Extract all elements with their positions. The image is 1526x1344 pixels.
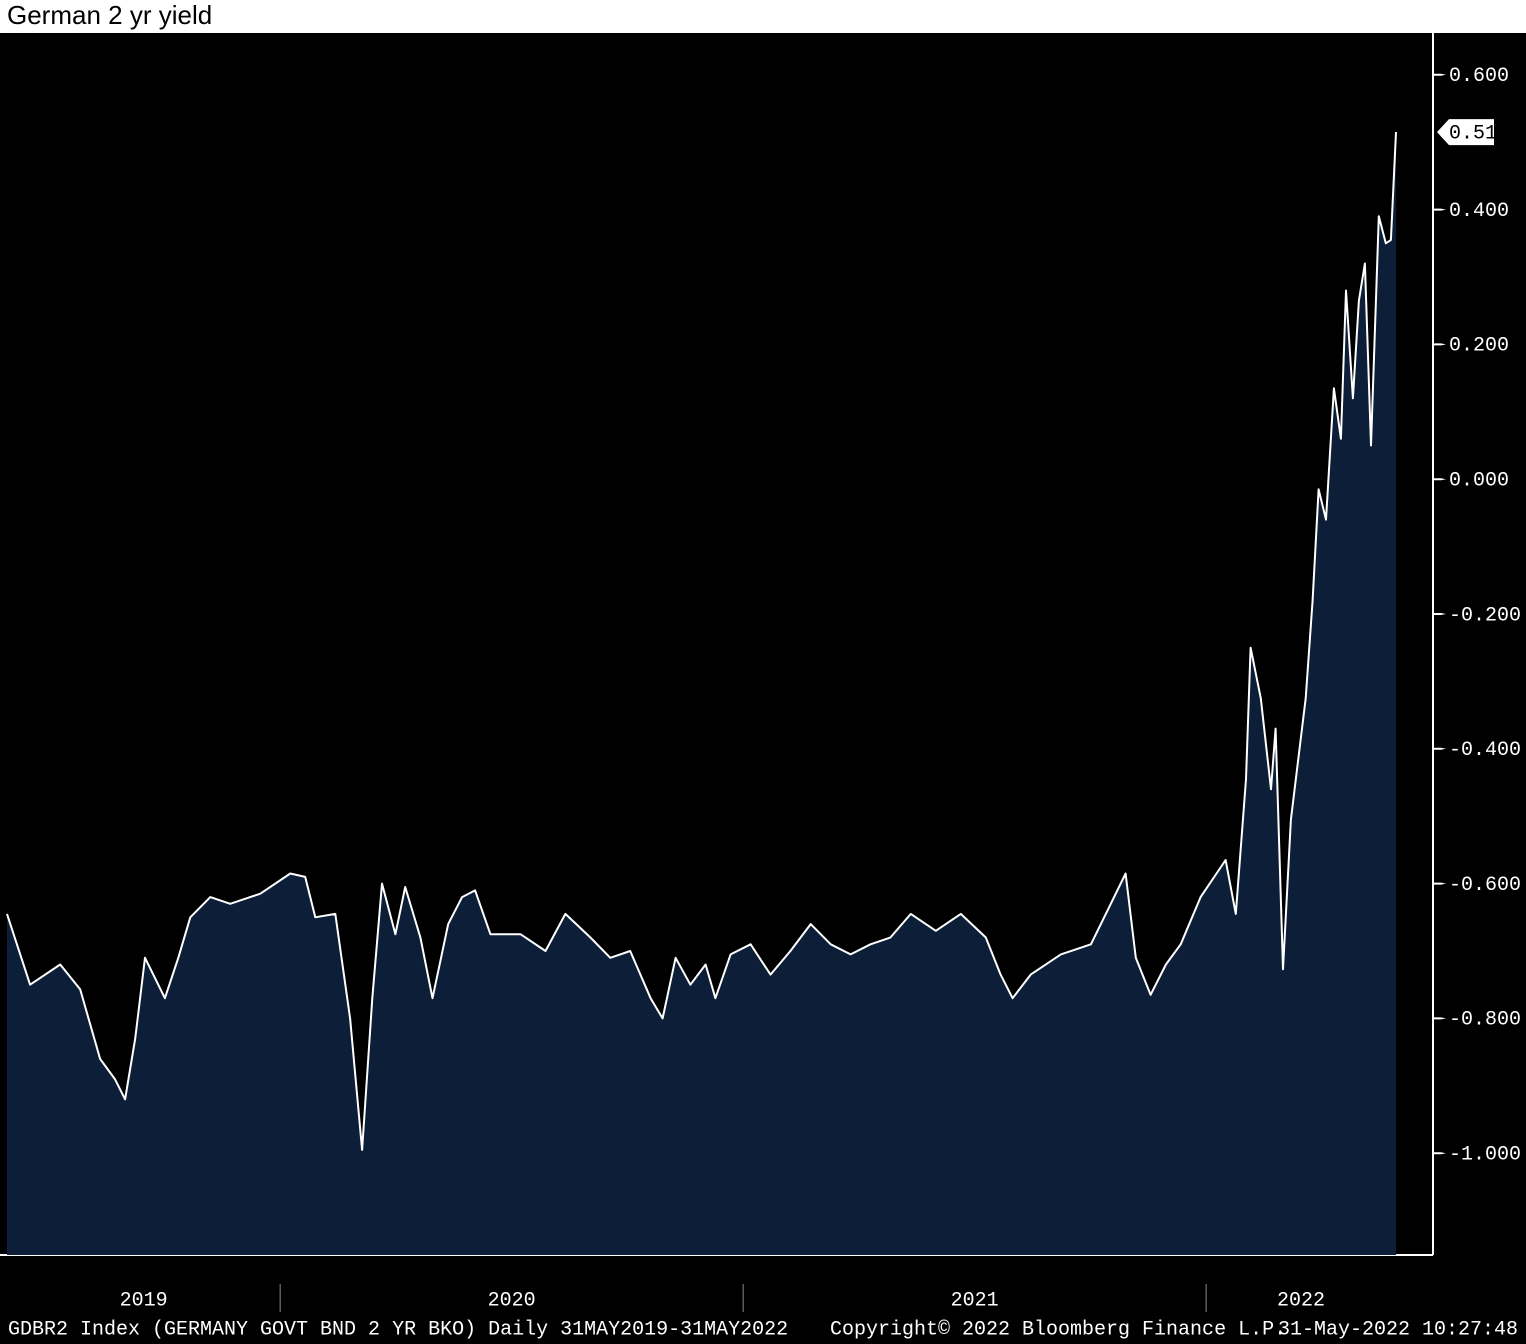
y-tick xyxy=(1433,343,1446,346)
area xyxy=(7,132,1396,1256)
y-tick-label: -0.600 xyxy=(1449,874,1521,897)
y-tick xyxy=(1433,1017,1446,1020)
y-tick-label: 0.400 xyxy=(1449,200,1509,223)
x-tick-label: 2020 xyxy=(488,1289,536,1312)
last-value-label: 0.515 xyxy=(1449,122,1509,145)
x-tick-label: 2022 xyxy=(1277,1289,1325,1312)
y-tick xyxy=(1433,613,1446,616)
y-tick xyxy=(1433,882,1446,885)
y-tick xyxy=(1433,747,1446,750)
y-tick-label: 0.200 xyxy=(1449,335,1509,358)
footer-copyright: Copyright© 2022 Bloomberg Finance L.P. xyxy=(830,1318,1286,1341)
last-value-box xyxy=(1437,119,1494,146)
footer-source: GDBR2 Index (GERMANY GOVT BND 2 YR BKO) … xyxy=(8,1318,788,1341)
y-tick-label: -0.400 xyxy=(1449,739,1521,762)
chart-title: German 2 yr yield xyxy=(7,0,212,30)
x-tick-label: 2021 xyxy=(951,1289,999,1312)
y-tick-label: -0.800 xyxy=(1449,1009,1521,1032)
line xyxy=(6,132,1397,1151)
y-tick-label: 0.000 xyxy=(1449,469,1509,492)
y-tick xyxy=(1433,478,1446,481)
footer-timestamp: 31-May-2022 10:27:48 xyxy=(1278,1318,1518,1341)
y-tick xyxy=(1433,1152,1446,1155)
x-tick-label: 2019 xyxy=(120,1289,168,1312)
y-tick-label: -1.000 xyxy=(1449,1144,1521,1167)
y-tick-label: 0.600 xyxy=(1449,65,1509,88)
y-tick xyxy=(1433,208,1446,211)
y-tick-label: -0.200 xyxy=(1449,604,1521,627)
y-tick xyxy=(1433,73,1446,76)
